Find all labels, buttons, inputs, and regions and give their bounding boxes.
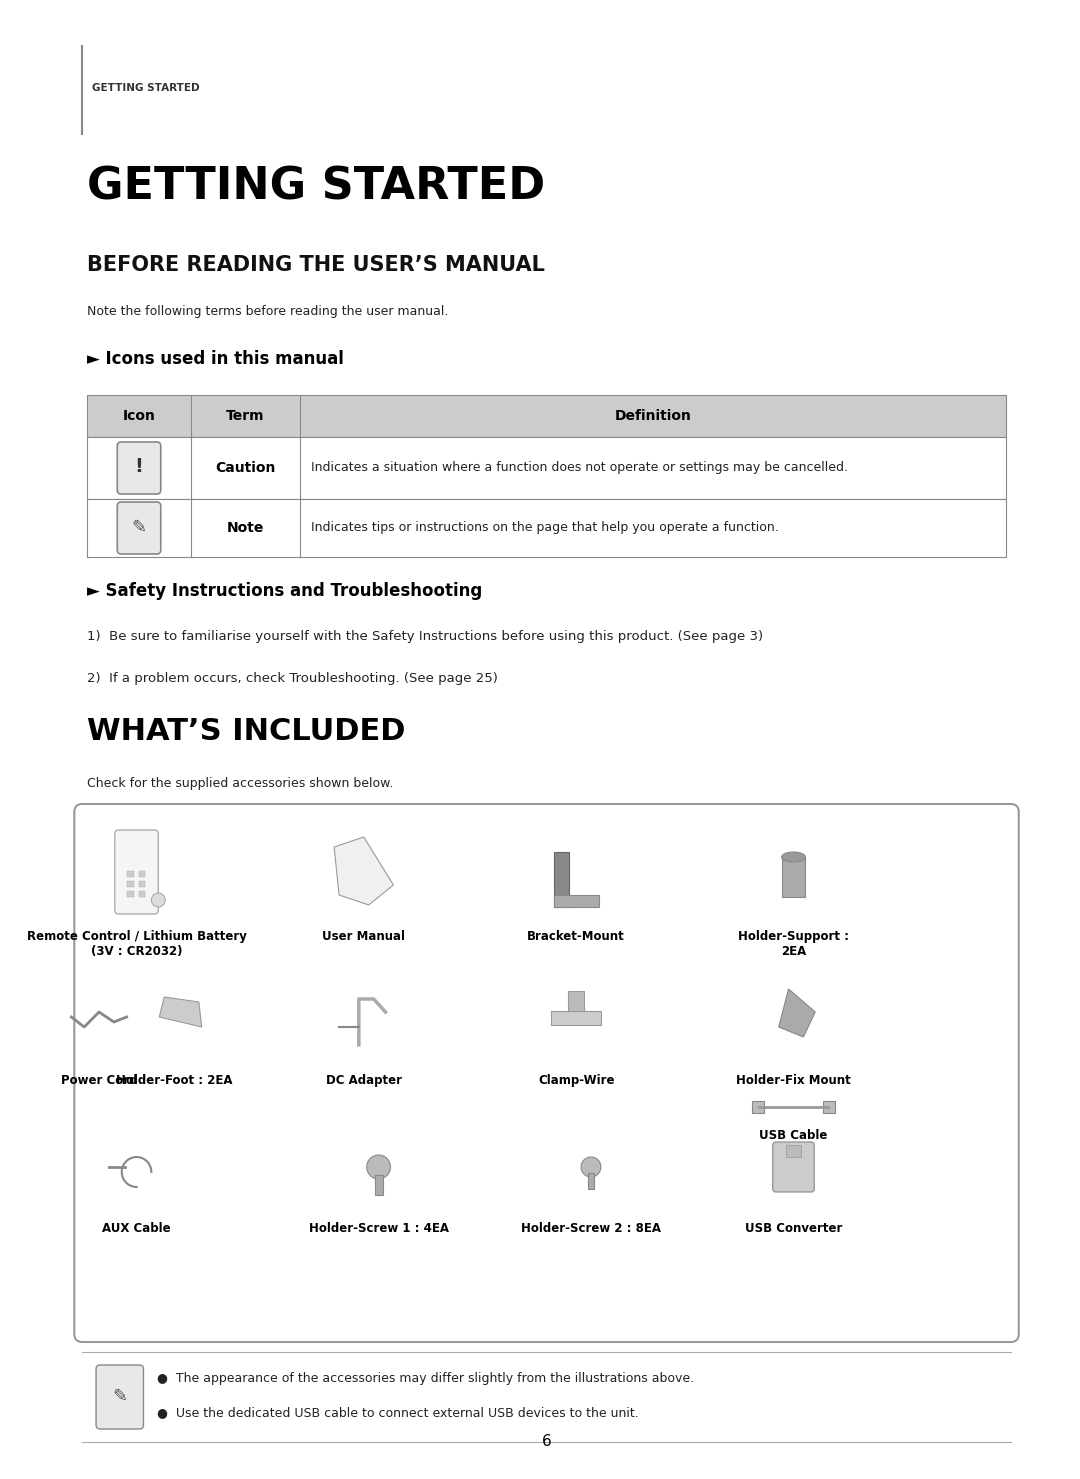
Text: Indicates a situation where a function does not operate or settings may be cance: Indicates a situation where a function d… bbox=[311, 461, 849, 475]
Text: ✎: ✎ bbox=[112, 1387, 127, 1407]
Text: Holder-Foot : 2EA: Holder-Foot : 2EA bbox=[116, 1074, 232, 1087]
Text: GETTING STARTED: GETTING STARTED bbox=[92, 83, 200, 93]
Text: AUX Cable: AUX Cable bbox=[103, 1222, 171, 1235]
Text: ► Icons used in this manual: ► Icons used in this manual bbox=[87, 351, 345, 368]
Text: 6: 6 bbox=[542, 1433, 552, 1448]
Text: Note the following terms before reading the user manual.: Note the following terms before reading … bbox=[87, 305, 448, 318]
Text: ●  Use the dedicated USB cable to connect external USB devices to the unit.: ● Use the dedicated USB cable to connect… bbox=[158, 1407, 639, 1418]
Text: ✎: ✎ bbox=[132, 519, 147, 537]
Bar bbox=[126, 881, 134, 887]
Text: Holder-Fix Mount: Holder-Fix Mount bbox=[737, 1074, 851, 1087]
Bar bbox=[375, 1174, 382, 1195]
FancyBboxPatch shape bbox=[96, 1365, 144, 1429]
Text: USB Cable: USB Cable bbox=[759, 1128, 827, 1142]
Polygon shape bbox=[159, 997, 202, 1026]
Bar bbox=[87, 436, 1005, 498]
Text: Remote Control / Lithium Battery
(3V : CR2032): Remote Control / Lithium Battery (3V : C… bbox=[27, 930, 246, 958]
Bar bbox=[785, 1145, 801, 1157]
FancyBboxPatch shape bbox=[75, 805, 1018, 1341]
FancyBboxPatch shape bbox=[118, 501, 161, 555]
Bar bbox=[823, 1100, 835, 1114]
FancyBboxPatch shape bbox=[114, 830, 159, 914]
Bar bbox=[554, 852, 569, 907]
Bar bbox=[87, 395, 1005, 436]
Text: Caution: Caution bbox=[215, 461, 275, 475]
FancyBboxPatch shape bbox=[773, 1142, 814, 1192]
Text: Bracket-Mount: Bracket-Mount bbox=[527, 930, 625, 944]
Circle shape bbox=[151, 893, 165, 907]
Text: ●  The appearance of the accessories may differ slightly from the illustrations : ● The appearance of the accessories may … bbox=[158, 1373, 694, 1384]
Text: Note: Note bbox=[227, 521, 264, 535]
Bar bbox=[588, 1173, 594, 1189]
Text: Holder-Support :
2EA: Holder-Support : 2EA bbox=[738, 930, 849, 958]
Text: 2)  If a problem occurs, check Troubleshooting. (See page 25): 2) If a problem occurs, check Troublesho… bbox=[87, 671, 498, 685]
Bar bbox=[87, 498, 1005, 558]
Bar bbox=[552, 1012, 600, 1025]
Text: Icon: Icon bbox=[123, 410, 156, 423]
Bar bbox=[126, 871, 134, 877]
Polygon shape bbox=[334, 837, 393, 905]
Bar bbox=[554, 895, 599, 907]
Text: Term: Term bbox=[226, 410, 265, 423]
Circle shape bbox=[367, 1155, 391, 1179]
Text: User Manual: User Manual bbox=[322, 930, 405, 944]
Text: DC Adapter: DC Adapter bbox=[326, 1074, 402, 1087]
Text: Indicates tips or instructions on the page that help you operate a function.: Indicates tips or instructions on the pa… bbox=[311, 522, 779, 534]
Text: 1)  Be sure to familiarise yourself with the Safety Instructions before using th: 1) Be sure to familiarise yourself with … bbox=[87, 630, 764, 643]
Text: BEFORE READING THE USER’S MANUAL: BEFORE READING THE USER’S MANUAL bbox=[87, 254, 545, 275]
Bar bbox=[138, 871, 146, 877]
Text: Power Cord: Power Cord bbox=[60, 1074, 137, 1087]
FancyBboxPatch shape bbox=[118, 442, 161, 494]
Text: WHAT’S INCLUDED: WHAT’S INCLUDED bbox=[87, 717, 406, 745]
Text: Check for the supplied accessories shown below.: Check for the supplied accessories shown… bbox=[87, 776, 393, 790]
Text: !: ! bbox=[135, 457, 144, 476]
Bar bbox=[138, 881, 146, 887]
Text: Holder-Screw 2 : 8EA: Holder-Screw 2 : 8EA bbox=[521, 1222, 661, 1235]
Polygon shape bbox=[779, 989, 815, 1037]
Text: Definition: Definition bbox=[615, 410, 691, 423]
Bar bbox=[782, 856, 806, 896]
Bar bbox=[752, 1100, 764, 1114]
Text: GETTING STARTED: GETTING STARTED bbox=[87, 166, 545, 209]
Bar bbox=[138, 890, 146, 896]
Text: USB Converter: USB Converter bbox=[745, 1222, 842, 1235]
Bar bbox=[568, 991, 584, 1012]
Ellipse shape bbox=[782, 852, 806, 862]
Bar bbox=[126, 890, 134, 896]
Circle shape bbox=[581, 1157, 600, 1177]
Text: Clamp-Wire: Clamp-Wire bbox=[538, 1074, 615, 1087]
Text: ► Safety Instructions and Troubleshooting: ► Safety Instructions and Troubleshootin… bbox=[87, 583, 483, 600]
Text: Holder-Screw 1 : 4EA: Holder-Screw 1 : 4EA bbox=[309, 1222, 448, 1235]
